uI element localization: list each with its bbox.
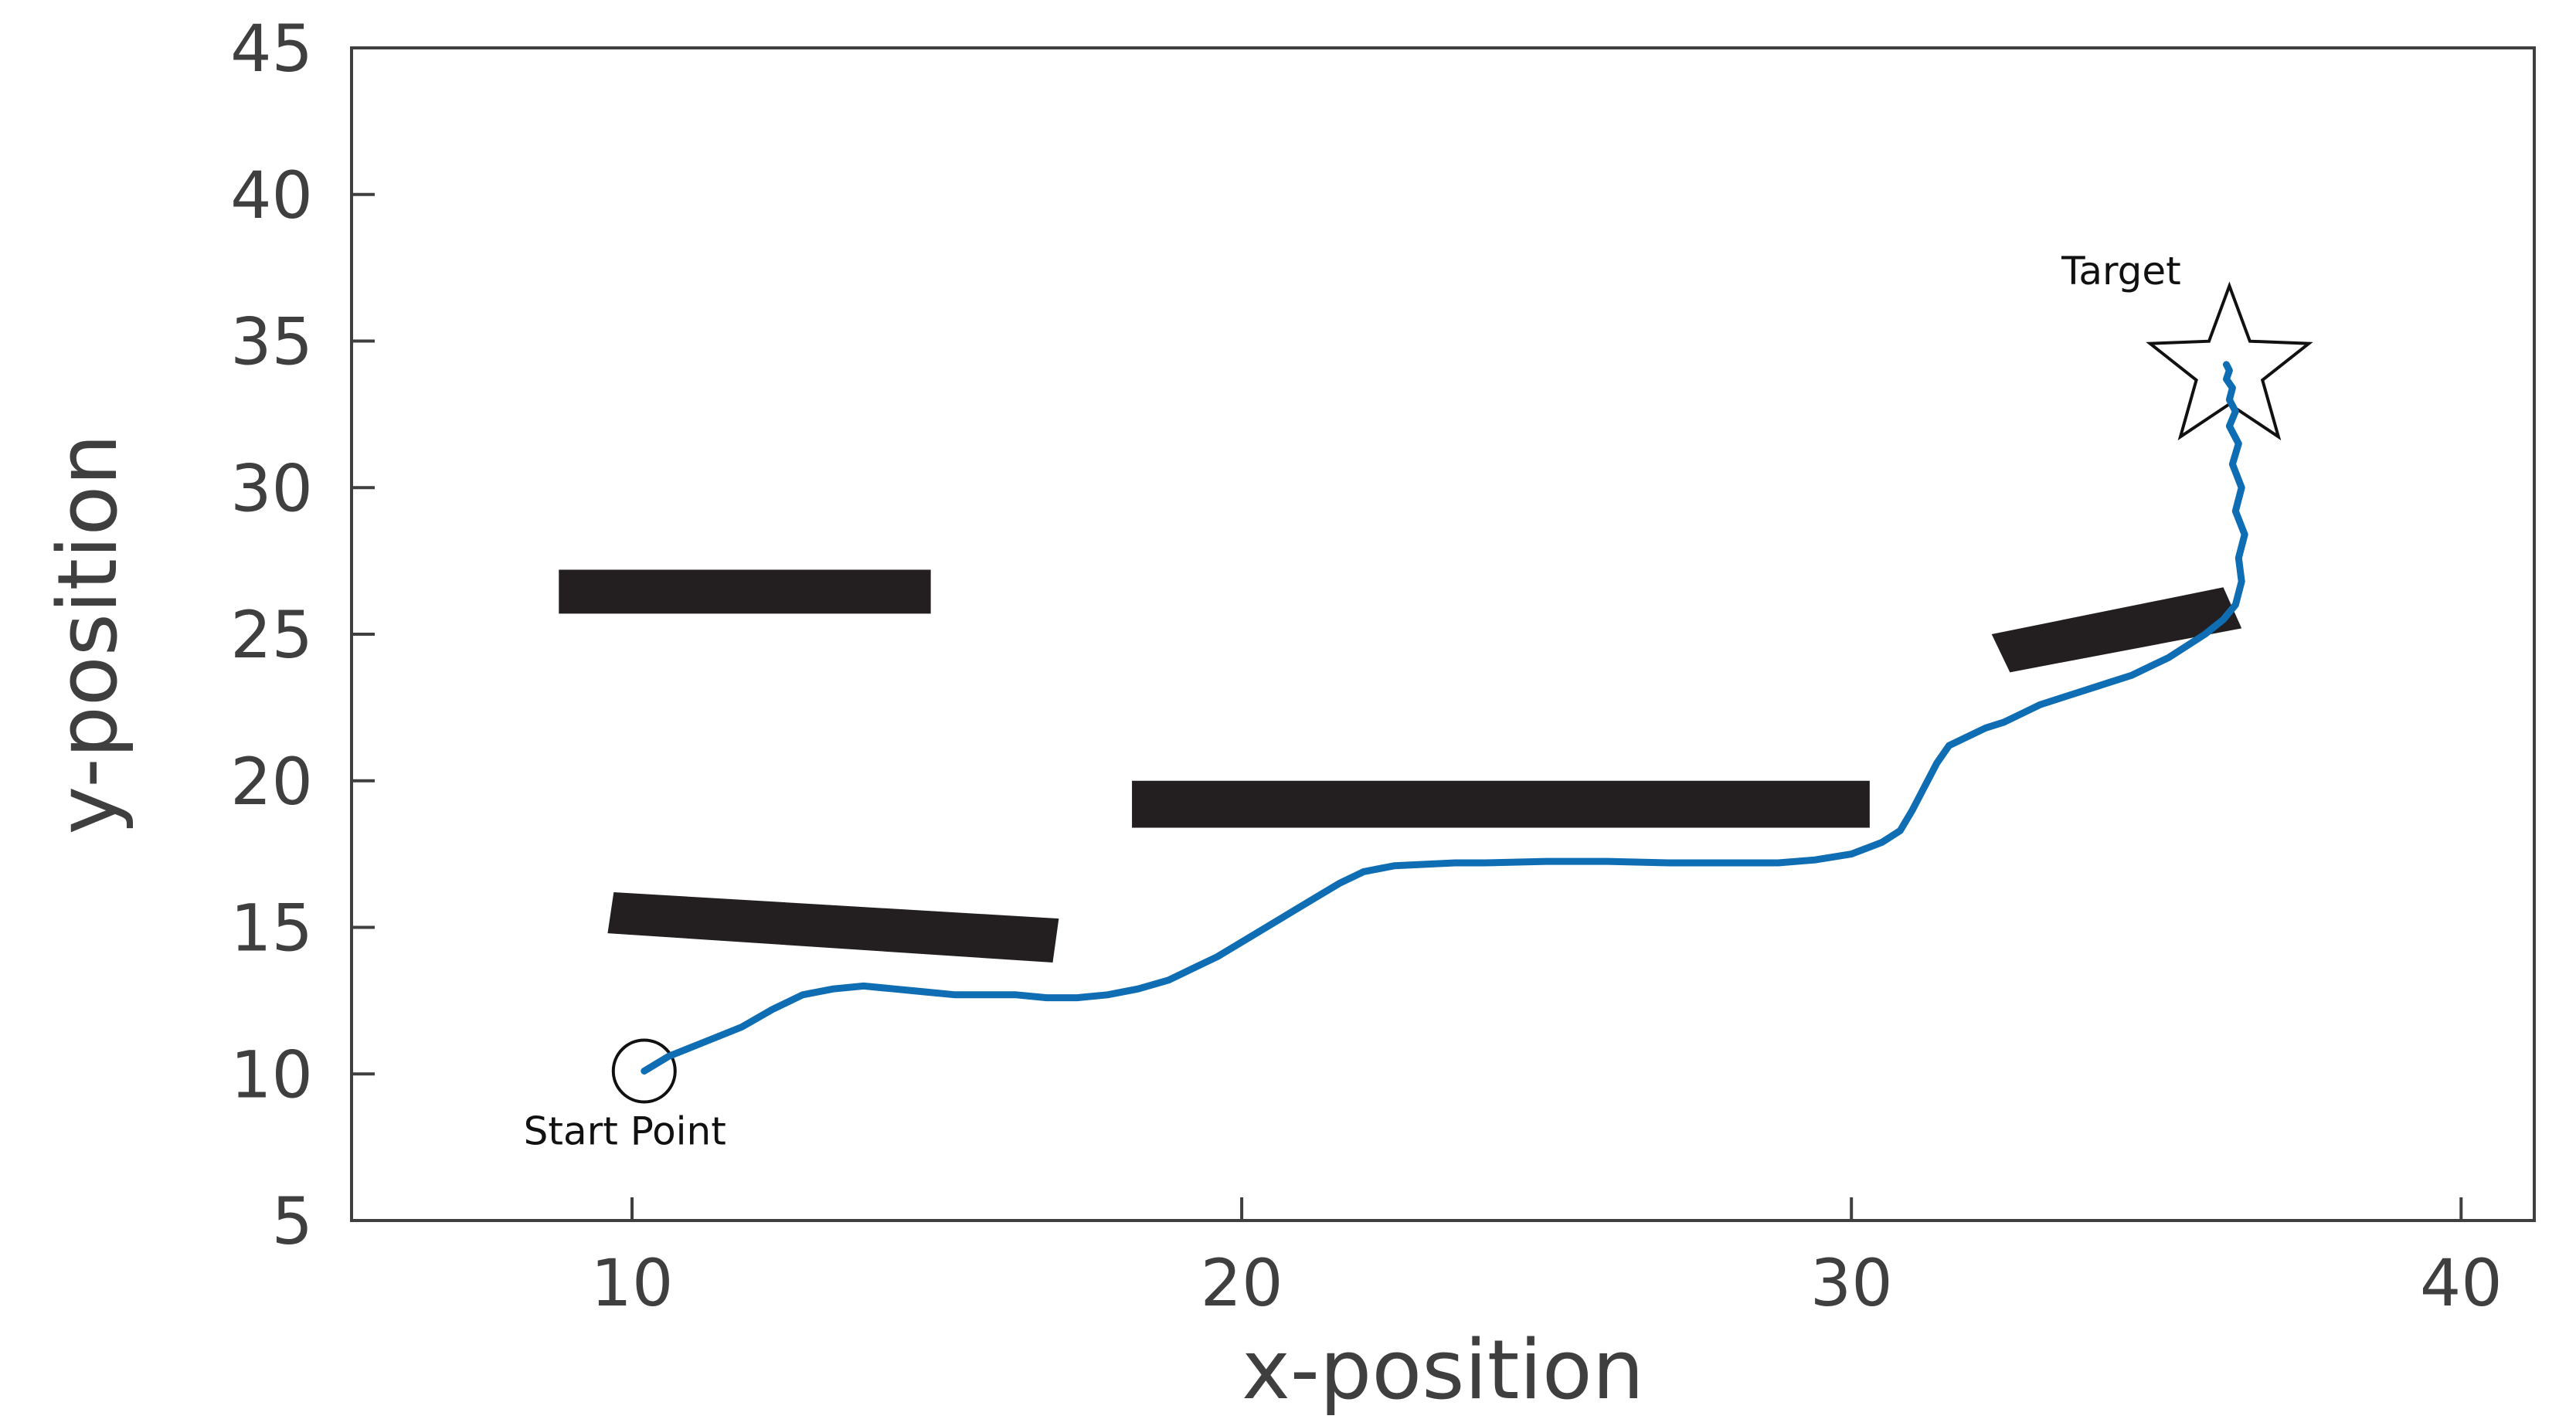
ticks-group: 5 10 15 20 25 30 35 40 45 10 20 30 40 xyxy=(230,11,2503,1321)
y-tick-label-3: 20 xyxy=(230,744,313,820)
trajectory-line-0 xyxy=(641,361,2248,1075)
y-axis-title: y-position xyxy=(40,434,135,835)
x-tick-label-3: 40 xyxy=(2420,1245,2503,1321)
obstacle-1 xyxy=(559,569,931,614)
y-tick-label-7: 40 xyxy=(230,158,313,233)
path-layer xyxy=(641,361,2248,1075)
start-point-circle-icon xyxy=(611,1038,677,1104)
obstacle-2 xyxy=(607,891,1059,963)
y-tick-label-6: 35 xyxy=(230,304,313,380)
y-tick-label-1: 10 xyxy=(230,1037,313,1112)
x-tick-label-2: 30 xyxy=(1810,1245,1893,1321)
y-tick-label-8: 45 xyxy=(230,11,313,87)
start-point-label: Start Point xyxy=(524,1109,726,1153)
y-tick-label-4: 25 xyxy=(230,597,313,673)
y-tick-label-2: 15 xyxy=(230,891,313,966)
obstacles-group xyxy=(559,569,2242,963)
obstacle-3 xyxy=(1132,780,1870,828)
y-tick-label-0: 5 xyxy=(272,1183,313,1259)
x-tick-label-0: 10 xyxy=(591,1245,674,1321)
obstacle-4 xyxy=(1991,587,2242,673)
x-tick-label-1: 20 xyxy=(1201,1245,1283,1321)
target-label: Target xyxy=(2061,249,2181,294)
y-tick-label-5: 30 xyxy=(230,450,313,526)
target-star-icon xyxy=(2146,281,2313,441)
x-axis-title: x-position xyxy=(1242,1322,1644,1418)
